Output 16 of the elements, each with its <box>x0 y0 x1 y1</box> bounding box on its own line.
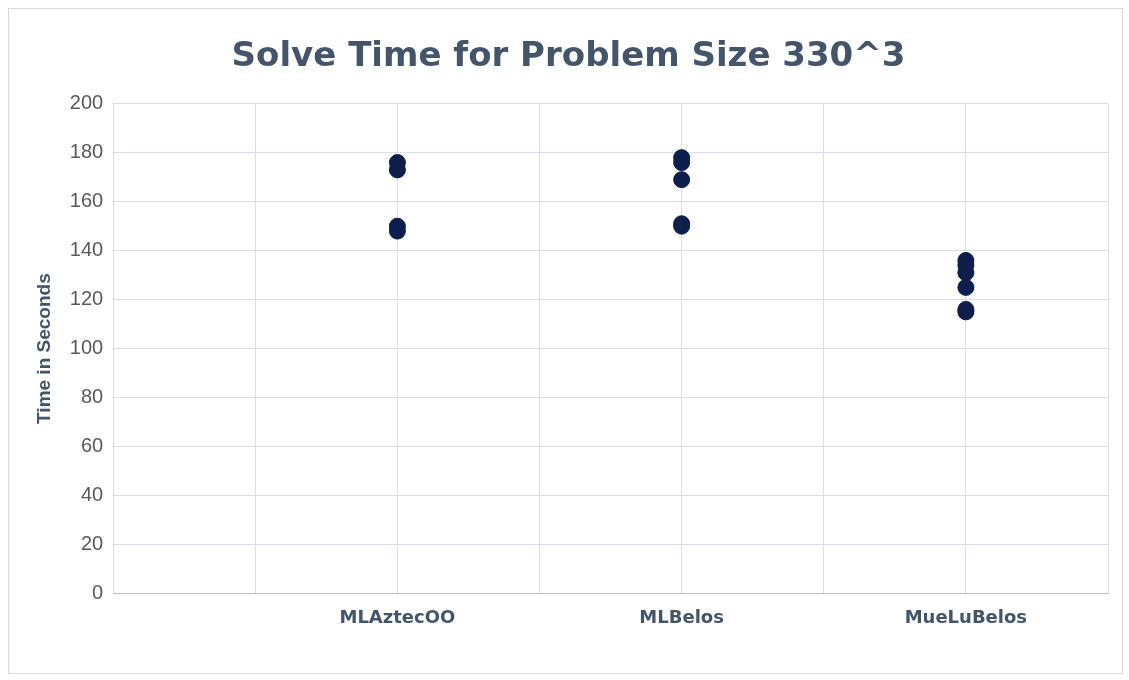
y-tick-label: 200 <box>69 91 104 114</box>
y-tick-label: 120 <box>69 287 104 310</box>
y-tick-label: 40 <box>80 483 104 505</box>
x-tick-label: MLAztecOO <box>339 605 456 627</box>
y-tick-label: 60 <box>80 434 104 457</box>
y-tick-label: 180 <box>69 140 104 163</box>
y-tick-label: 160 <box>69 189 104 212</box>
y-tick-label: 20 <box>80 531 104 554</box>
chart-title: Solve Time for Problem Size 330^3 <box>231 34 906 75</box>
y-axis-title: Time in Seconds <box>32 273 54 424</box>
x-tick-label: MueLuBelos <box>904 605 1028 627</box>
y-tick-label: 140 <box>69 238 104 261</box>
y-tick-label: 80 <box>80 385 104 408</box>
y-tick-label: 0 <box>92 580 104 603</box>
x-tick-label: MLBelos <box>639 605 724 627</box>
y-tick-label: 100 <box>69 336 104 359</box>
